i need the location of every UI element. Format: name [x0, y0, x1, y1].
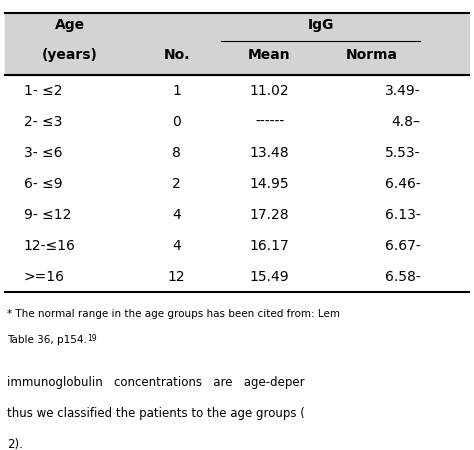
Bar — [5, 168, 469, 199]
Text: * The normal range in the age groups has been cited from: Lem: * The normal range in the age groups has… — [7, 309, 340, 319]
Bar — [5, 199, 469, 230]
Text: 15.49: 15.49 — [250, 270, 289, 284]
Text: 9- ≤12: 9- ≤12 — [24, 208, 71, 222]
Text: 2- ≤3: 2- ≤3 — [24, 115, 62, 129]
Text: ------: ------ — [255, 115, 284, 129]
Text: >=16: >=16 — [24, 270, 64, 284]
Text: 6- ≤9: 6- ≤9 — [24, 177, 62, 191]
Text: Mean: Mean — [248, 48, 291, 62]
Text: thus we classified the patients to the age groups (: thus we classified the patients to the a… — [7, 407, 305, 420]
Text: Table 36, p154.: Table 36, p154. — [7, 335, 87, 346]
Text: 11.02: 11.02 — [250, 84, 289, 98]
Text: 17.28: 17.28 — [250, 208, 289, 222]
Bar — [5, 75, 469, 106]
Text: 3.49-: 3.49- — [385, 84, 420, 98]
Text: 8: 8 — [172, 146, 181, 160]
Bar — [5, 13, 469, 44]
Bar — [5, 44, 469, 75]
Text: 6.58-: 6.58- — [385, 270, 420, 284]
Text: 19: 19 — [87, 334, 96, 343]
Bar — [5, 261, 469, 292]
Text: 4: 4 — [172, 239, 181, 253]
Text: 14.95: 14.95 — [250, 177, 289, 191]
Text: Age: Age — [55, 18, 85, 32]
Text: 6.46-: 6.46- — [385, 177, 420, 191]
Text: 0: 0 — [172, 115, 181, 129]
Text: 4.8–: 4.8– — [392, 115, 420, 129]
Bar — [5, 230, 469, 261]
Text: No.: No. — [164, 48, 190, 62]
Text: 6.67-: 6.67- — [385, 239, 420, 253]
Text: 12: 12 — [168, 270, 185, 284]
Text: 13.48: 13.48 — [250, 146, 289, 160]
Text: 4: 4 — [172, 208, 181, 222]
Bar — [5, 137, 469, 168]
Text: Norma: Norma — [346, 48, 398, 62]
Text: (years): (years) — [42, 48, 98, 62]
Text: 12-≤16: 12-≤16 — [24, 239, 75, 253]
Text: 5.53-: 5.53- — [385, 146, 420, 160]
Text: immunoglobulin   concentrations   are   age-deper: immunoglobulin concentrations are age-de… — [7, 376, 305, 389]
Text: 1- ≤2: 1- ≤2 — [24, 84, 62, 98]
Text: 2).: 2). — [7, 438, 23, 450]
Text: 16.17: 16.17 — [250, 239, 290, 253]
Bar — [5, 106, 469, 137]
Text: 1: 1 — [172, 84, 181, 98]
Text: 2: 2 — [172, 177, 181, 191]
Text: IgG: IgG — [308, 18, 334, 32]
Text: 6.13-: 6.13- — [385, 208, 420, 222]
Text: 3- ≤6: 3- ≤6 — [24, 146, 62, 160]
